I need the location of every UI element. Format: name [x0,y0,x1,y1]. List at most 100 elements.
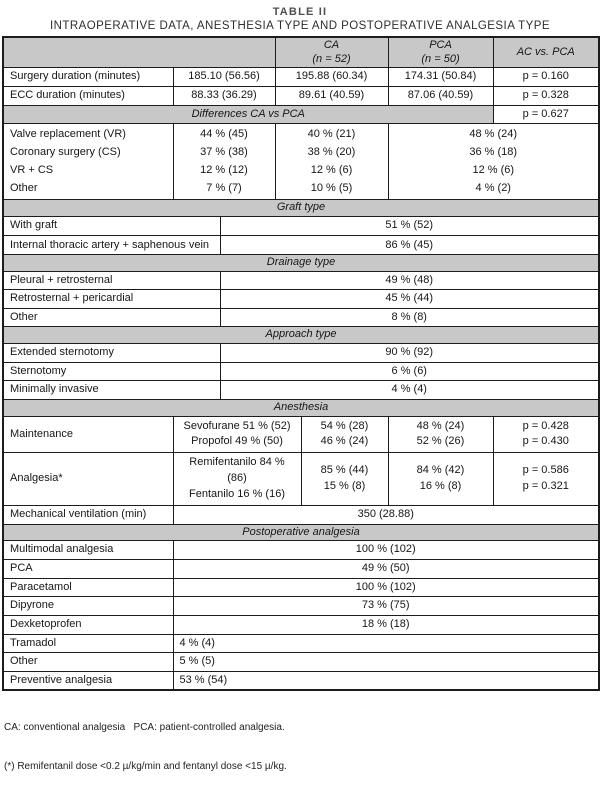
value-cell: 174.31 (50.84) [387,67,494,87]
value-cell: 40 % (21) 38 % (20) 12 % (6) 10 % (5) [274,123,389,201]
column-header-cell [2,36,276,69]
value-cell: Remifentanilo 84 % (86) Fentanilo 16 % (… [172,452,302,507]
column-header-row: CA (n = 52) PCA (n = 50) AC vs. PCA [2,36,600,69]
row-label-cell: Dipyrone [2,596,174,616]
value-cell: 86 % (45) [219,234,600,255]
row-label-cell: Retrosternal + pericardial [2,289,221,309]
value-cell: 89.61 (40.59) [274,85,389,106]
value-cell: 185.10 (56.56) [172,67,276,87]
value-cell: 85 % (44) 15 % (8) [300,452,389,507]
value-cell: 88.33 (36.29) [172,85,276,106]
value-cell: 51 % (52) [219,216,600,236]
row-label-cell: Other [2,652,174,672]
row-label-cell: ECC duration (minutes) [2,85,174,106]
value-cell: 45 % (44) [219,289,600,309]
table-row: Analgesia* Remifentanilo 84 % (86) Fentan… [2,452,600,507]
value-cell: 195.88 (60.34) [274,67,389,87]
row-label-cell: Surgery duration (minutes) [2,67,174,87]
row-label-cell: Extended sternotomy [2,343,221,363]
table-number-title: TABLE II [272,6,328,18]
row-label-cell: With graft [2,216,221,236]
section-band-cell: Differences CA vs PCA [2,104,494,125]
column-header-cell: AC vs. PCA [492,36,600,69]
column-header-cell: CA (n = 52) [274,36,389,69]
table-row: Dexketoprofen 18 % (18) [2,614,600,635]
row-label-cell: Preventive analgesia [2,670,174,691]
value-cell: 18 % (18) [172,614,600,635]
value-cell: p = 0.160 [492,67,600,87]
footnote-abbreviations: CA: conventional analgesia PCA: patient-… [4,721,285,733]
value-cell: 49 % (48) [219,270,600,291]
table-row: Other 5 % (5) [2,652,600,672]
section-header-row: Differences CA vs PCA p = 0.627 [2,104,600,125]
section-header-row: Graft type [2,199,600,217]
table-row: Other 8 % (8) [2,307,600,328]
table-row: Internal thoracic artery + saphenous vei… [2,234,600,255]
section-header-row: Approach type [2,326,600,345]
table-row: Extended sternotomy 90 % (92) [2,343,600,363]
section-header-row: Drainage type [2,253,600,272]
value-cell: 4 % (4) [172,633,600,654]
value-cell: 8 % (8) [219,307,600,328]
table-subtitle: INTRAOPERATIVE DATA, ANESTHESIA TYPE AND… [50,20,550,32]
value-cell: 48 % (24) 52 % (26) [387,415,494,454]
row-label-cell: Mechanical ventilation (min) [2,505,174,525]
table-row: With graft 51 % (52) [2,216,600,236]
column-header-cell: PCA (n = 50) [387,36,494,69]
value-cell: 54 % (28) 46 % (24) [300,415,389,454]
row-label-cell: Internal thoracic artery + saphenous vei… [2,234,221,255]
table-row: Minimally invasive 4 % (4) [2,380,600,400]
table-row: Preventive analgesia 53 % (54) [2,670,600,691]
row-label-cell: Valve replacement (VR) Coronary surgery … [2,123,174,201]
value-cell: 48 % (24) 36 % (18) 12 % (6) 4 % (2) [387,123,600,201]
row-label-cell: Minimally invasive [2,380,221,400]
value-cell: 350 (28.88) [172,505,600,525]
section-header-row: Postoperative analgesia [2,523,600,542]
value-cell: 6 % (6) [219,361,600,382]
value-cell: 100 % (102) [172,540,600,561]
row-label-cell: Dexketoprofen [2,614,174,635]
value-cell: 90 % (92) [219,343,600,363]
row-label-cell: Tramadol [2,633,174,654]
table-row: Surgery duration (minutes) 185.10 (56.56)… [2,67,600,87]
row-label-cell: Pleural + retrosternal [2,270,221,291]
table-row: Valve replacement (VR) Coronary surgery … [2,123,600,201]
table-row: Maintenance Sevofurane 51 % (52) Propofol… [2,415,600,454]
intraoperative-data-table: CA (n = 52) PCA (n = 50) AC vs. PCA Surgery… [2,36,600,692]
table-row: PCA 49 % (50) [2,559,600,579]
row-label-cell: Multimodal analgesia [2,540,174,561]
table-row: Multimodal analgesia 100 % (102) [2,540,600,561]
table-row: Pleural + retrosternal 49 % (48) [2,270,600,291]
footnote-dose-note: (*) Remifentanil dose <0.2 µ/kg/min and … [4,761,287,773]
section-band-cell: Approach type [2,326,600,345]
table-row: Dipyrone 73 % (75) [2,596,600,616]
row-label-cell: Other [2,307,221,328]
row-label-cell: PCA [2,559,174,579]
row-label-cell: Analgesia* [2,452,174,507]
section-band-cell: Graft type [2,199,600,217]
table-row: Sternotomy 6 % (6) [2,361,600,382]
table-body: CA (n = 52) PCA (n = 50) AC vs. PCA Surgery… [2,36,600,691]
row-label-cell: Sternotomy [2,361,221,382]
value-cell: 44 % (45) 37 % (38) 12 % (12) 7 % (7) [172,123,276,201]
table-row: Mechanical ventilation (min) 350 (28.88) [2,505,600,525]
value-cell: p = 0.627 [492,104,600,125]
value-cell: 100 % (102) [172,577,600,598]
table-row: Tramadol 4 % (4) [2,633,600,654]
value-cell: 87.06 (40.59) [387,85,494,106]
value-cell: 5 % (5) [172,652,600,672]
section-header-row: Anesthesia [2,398,600,417]
table-row: Retrosternal + pericardial 45 % (44) [2,289,600,309]
table-row: ECC duration (minutes) 88.33 (36.29) 89.61… [2,85,600,106]
section-band-cell: Postoperative analgesia [2,523,600,542]
value-cell: 73 % (75) [172,596,600,616]
value-cell: 53 % (54) [172,670,600,691]
value-cell: 84 % (42) 16 % (8) [387,452,494,507]
value-cell: p = 0.428 p = 0.430 [492,415,600,454]
value-cell: p = 0.328 [492,85,600,106]
value-cell: 49 % (50) [172,559,600,579]
row-label-cell: Maintenance [2,415,174,454]
section-band-cell: Anesthesia [2,398,600,417]
value-cell: p = 0.586 p = 0.321 [492,452,600,507]
